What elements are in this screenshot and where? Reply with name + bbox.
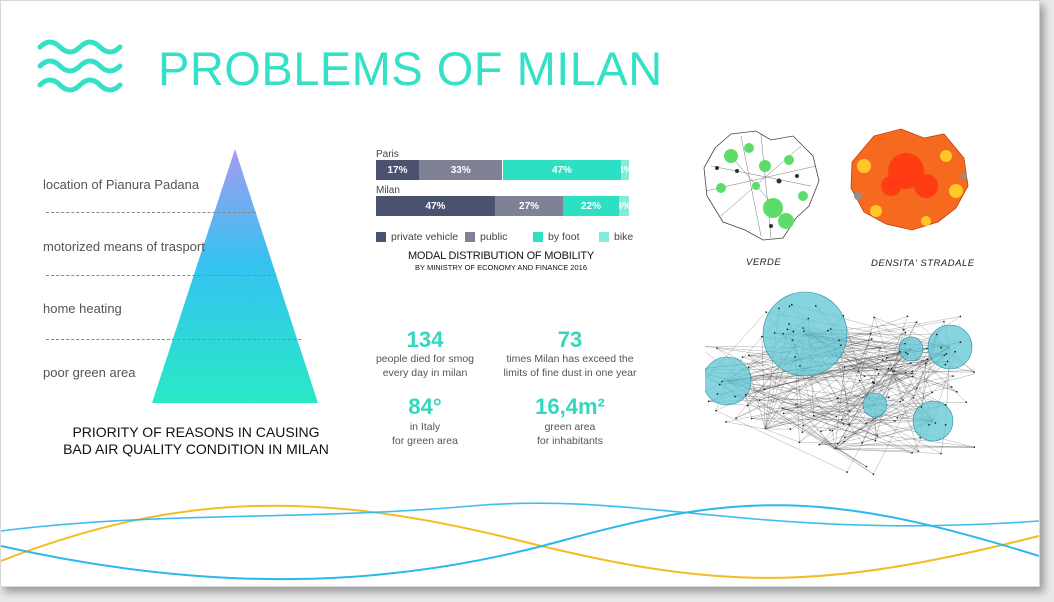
page-title: PROBLEMS OF MILAN bbox=[158, 42, 663, 95]
bar-segment: 22% bbox=[563, 196, 619, 216]
map-label-density: DENSITA' STRADALE bbox=[871, 258, 975, 269]
divider bbox=[46, 275, 276, 276]
reason-1: location of Pianura Padana bbox=[43, 177, 200, 192]
stat-value: 134 bbox=[406, 327, 444, 352]
bar-segment: 17% bbox=[376, 160, 419, 180]
legend-label: by foot bbox=[548, 231, 580, 243]
legend-swatch bbox=[376, 232, 386, 242]
mobility-caption-sub: BY MINISTRY OF ECONOMY AND FINANCE 2016 bbox=[415, 263, 587, 272]
bar-segment: 33% bbox=[419, 160, 503, 180]
reason-2: motorized means of trasport bbox=[43, 239, 205, 254]
legend-bike: bike bbox=[599, 231, 633, 243]
bar-segment: 3% bbox=[621, 160, 629, 180]
bar-segment: 47% bbox=[376, 196, 495, 216]
decorative-waves bbox=[1, 502, 1039, 581]
legend-private: private vehicle bbox=[376, 231, 458, 243]
legend-public: public bbox=[465, 231, 507, 243]
legend-foot: by foot bbox=[533, 231, 580, 243]
waves-icon bbox=[37, 39, 123, 93]
stat-desc: in Italy for green area bbox=[355, 420, 495, 448]
legend-label: bike bbox=[614, 231, 634, 243]
legend-label: private vehicle bbox=[391, 231, 459, 243]
stat-value: 73 bbox=[557, 327, 583, 352]
caption-line-2: BAD AIR QUALITY CONDITION IN MILAN bbox=[63, 441, 329, 457]
mobility-caption: MODAL DISTRIBUTION OF MOBILITY BY MINIST… bbox=[386, 250, 616, 272]
legend-swatch bbox=[599, 232, 609, 242]
bar-segment: 47% bbox=[502, 160, 622, 180]
divider bbox=[46, 212, 256, 213]
legend-label: public bbox=[480, 231, 508, 243]
stat-value: 16,4m² bbox=[535, 394, 605, 419]
pyramid-caption: PRIORITY OF REASONS IN CAUSING BAD AIR Q… bbox=[56, 424, 336, 458]
bar-category-label: Milan bbox=[376, 185, 400, 196]
stat-line: for inhabitants bbox=[537, 435, 603, 447]
green-area-map bbox=[703, 130, 820, 241]
legend-swatch bbox=[465, 232, 475, 242]
reason-4: poor green area bbox=[43, 365, 136, 380]
map-label-verde: VERDE bbox=[746, 257, 782, 268]
stat-desc: people died for smog every day in milan bbox=[355, 352, 495, 380]
stat-line: green area bbox=[544, 421, 596, 433]
stat-desc: green area for inhabitants bbox=[495, 420, 645, 448]
stat-line: for green area bbox=[392, 435, 458, 447]
stat-line: times Milan has exceed the bbox=[506, 353, 634, 365]
bar-segment: 4% bbox=[618, 196, 629, 216]
stat-line: in Italy bbox=[409, 421, 441, 433]
stat-value: 84° bbox=[408, 394, 442, 419]
stat-line: every day in milan bbox=[382, 367, 468, 379]
caption-line-1: PRIORITY OF REASONS IN CAUSING bbox=[72, 424, 320, 440]
bar-segment: 27% bbox=[494, 196, 564, 216]
slide: PROBLEMS OF MILAN location of Pianura Pa… bbox=[0, 0, 1040, 587]
stat-desc: times Milan has exceed the limits of fin… bbox=[495, 352, 645, 380]
divider bbox=[46, 339, 301, 340]
bar-category-label: Paris bbox=[376, 149, 399, 160]
road-density-map bbox=[850, 128, 969, 231]
mobility-caption-title: MODAL DISTRIBUTION OF MOBILITY bbox=[407, 250, 595, 262]
legend-swatch bbox=[533, 232, 543, 242]
stat-line: limits of fine dust in one year bbox=[503, 367, 637, 379]
network-graph bbox=[705, 279, 975, 479]
stat-line: people died for smog bbox=[375, 353, 475, 365]
reason-3: home heating bbox=[43, 301, 122, 316]
